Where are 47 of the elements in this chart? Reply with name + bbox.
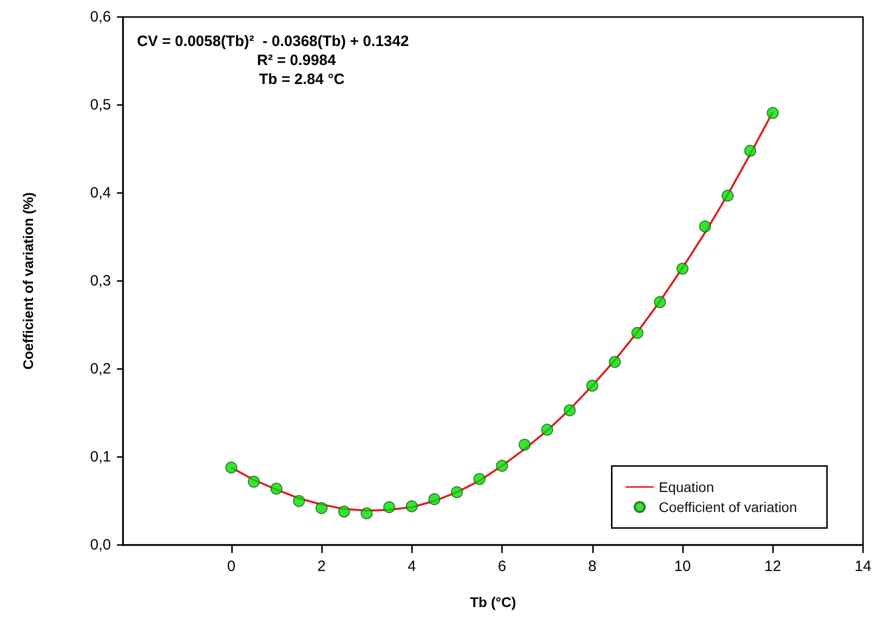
point [406, 500, 418, 512]
x-tick-label: 4 [408, 558, 416, 575]
point [699, 220, 712, 232]
point [564, 404, 576, 416]
x-tick-label: 0 [227, 558, 236, 575]
x-tick-label: 14 [854, 558, 872, 575]
y-tick-label: 0,6 [90, 8, 111, 26]
point [518, 438, 531, 451]
point [586, 380, 598, 392]
annotation: R² = 0.9984 [256, 52, 336, 69]
x-tick-label: 6 [498, 558, 506, 575]
point [766, 106, 779, 119]
y-tick-label: 0,5 [90, 96, 111, 114]
y-tick-label: 0,2 [90, 360, 111, 378]
y-axis-title: Coefficient of variation (%) [20, 192, 36, 370]
point [473, 473, 486, 485]
point [722, 190, 734, 202]
point [450, 486, 463, 498]
point [744, 144, 756, 157]
point [360, 507, 373, 520]
point [248, 476, 260, 488]
point [338, 506, 350, 518]
point [654, 296, 666, 308]
point [631, 326, 644, 339]
point [292, 495, 305, 507]
point [383, 501, 396, 514]
y-tick-label: 0,0 [90, 536, 111, 554]
y-tick-label: 0,4 [90, 184, 111, 202]
point [270, 482, 282, 495]
y-tick-label: 0,1 [90, 448, 111, 466]
point [541, 424, 554, 436]
y-tick-label: 0,3 [90, 272, 111, 290]
point [316, 502, 328, 514]
point [676, 262, 689, 275]
x-tick-label: 12 [764, 558, 782, 575]
annotation: Tb = 2.84 °C [258, 71, 345, 88]
x-axis-title: Tb (°C) [470, 594, 516, 610]
point [428, 493, 440, 506]
annotation: CV = 0.0058(Tb)² - 0.0368(Tb) + 0.1342 [136, 33, 409, 50]
point [608, 356, 621, 368]
point [225, 462, 238, 474]
legend-label: Coefficient of variation [658, 499, 797, 515]
x-tick-label: 2 [317, 558, 326, 575]
x-tick-label: 8 [588, 558, 596, 575]
legend-label: Equation [658, 479, 714, 495]
x-tick-label: 10 [674, 558, 691, 575]
point [496, 460, 508, 472]
